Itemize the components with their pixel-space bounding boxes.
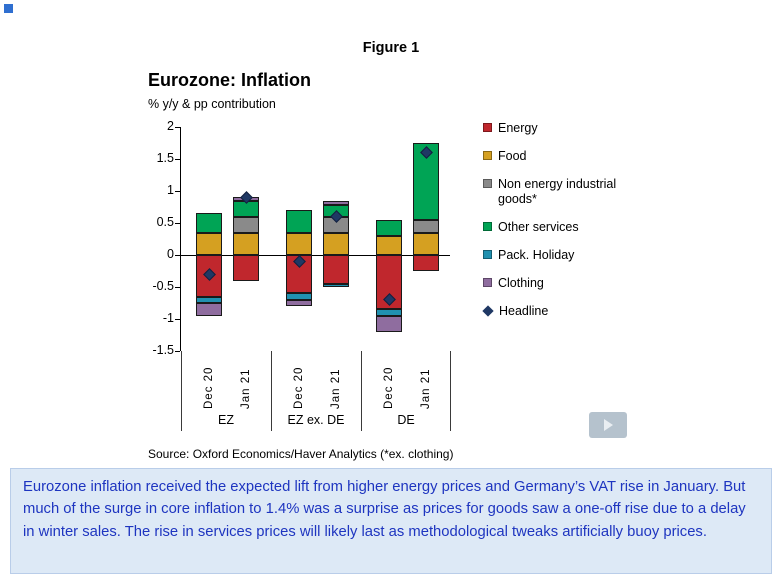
bar-segment-clothing (196, 303, 222, 316)
x-axis-category-label: Dec 20 (196, 355, 222, 409)
legend-label: Pack. Holiday (498, 248, 575, 262)
y-axis-tick-label: 1 (167, 183, 174, 197)
legend-item-pack-holiday: Pack. Holiday (483, 248, 638, 263)
caption-box: Eurozone inflation received the expected… (10, 468, 772, 574)
legend-swatch-icon (483, 151, 492, 160)
bar-segment-clothing (323, 201, 349, 206)
bar-segment-pack-holiday (196, 296, 222, 303)
legend-swatch-icon (483, 278, 492, 287)
y-axis-tick-label: 0 (167, 247, 174, 261)
x-axis-category-label: Jan 21 (323, 355, 349, 409)
x-axis-category-label: Jan 21 (233, 355, 259, 409)
y-axis-tick-label: 0.5 (156, 215, 174, 229)
arrow-right-icon (603, 419, 613, 431)
x-axis-category-label: Dec 20 (376, 355, 402, 409)
x-axis-category-label: Jan 21 (413, 355, 439, 409)
bar-segment-clothing (376, 315, 402, 332)
x-axis-group-separator (271, 351, 272, 431)
y-axis-tick-label: 2 (167, 119, 174, 133)
x-axis-group-label-ez: EZ (218, 413, 234, 427)
bar-segment-food (233, 232, 259, 255)
bar-segment-energy (323, 255, 349, 284)
bar-segment-food (323, 232, 349, 255)
y-axis-tick-label: -1 (162, 311, 174, 325)
x-axis-category-text: Jan 21 (420, 368, 432, 409)
bar-segment-food (376, 235, 402, 255)
x-axis-category-text: Jan 21 (330, 368, 342, 409)
source-line: Source: Oxford Economics/Haver Analytics… (148, 447, 454, 461)
bar-segment-pack-holiday (376, 309, 402, 316)
x-axis-category-text: Dec 20 (383, 366, 395, 409)
bar-segment-food (196, 232, 222, 255)
zero-baseline (181, 255, 450, 256)
x-axis-group-label-ez-ex-de: EZ ex. DE (287, 413, 345, 427)
y-axis-tick-mark (175, 159, 180, 160)
x-axis-group-separator (361, 351, 362, 431)
bar-segment-non-energy-industrial-goods (233, 216, 259, 233)
x-axis-group-label-de: DE (397, 413, 415, 427)
legend-item-energy: Energy (483, 121, 638, 136)
y-axis-tick-label: 1.5 (156, 151, 174, 165)
bar-segment-non-energy-industrial-goods (413, 219, 439, 233)
chart-title: Eurozone: Inflation (148, 70, 311, 90)
bar-segment-energy (233, 255, 259, 281)
y-axis-tick-label: -0.5 (152, 279, 174, 293)
legend-label: Energy (498, 121, 538, 135)
bar-segment-food (286, 232, 312, 255)
y-axis-tick-mark (175, 287, 180, 288)
bar-segment-pack-holiday (286, 293, 312, 300)
y-axis-tick-label: -1.5 (152, 343, 174, 357)
legend-item-food: Food (483, 149, 638, 164)
bar-segment-food (413, 232, 439, 255)
legend-label: Food (498, 149, 527, 163)
bar-segment-other-services (196, 213, 222, 233)
y-axis-tick-mark (175, 351, 180, 352)
legend-swatch-icon (483, 250, 492, 259)
legend: Energy Food Non energy industrial goods* Ot… (482, 121, 638, 319)
x-axis-category-text: Jan 21 (240, 368, 252, 409)
corner-marker (4, 4, 13, 13)
y-axis-tick-mark (175, 127, 180, 128)
plot-area: 2 1.5 1 0.5 0 -0.5 -1 -1.5 Dec 20 Jan 21 Dec 20 Jan… (152, 119, 451, 431)
legend-item-non-energy-industrial-goods: Non energy industrial goods* (483, 177, 638, 207)
bar-segment-pack-holiday (323, 283, 349, 287)
y-axis-tick-mark (175, 319, 180, 320)
bar-segment-other-services (286, 210, 312, 233)
x-axis-category-text: Dec 20 (293, 366, 305, 409)
legend-label: Non energy industrial goods* (498, 177, 617, 206)
x-axis-category-text: Dec 20 (203, 366, 215, 409)
legend-diamond-icon (482, 305, 494, 317)
chart-subtitle: % y/y & pp contribution (148, 97, 276, 111)
legend-swatch-icon (483, 123, 492, 132)
bar-segment-other-services (376, 219, 402, 236)
legend-label: Clothing (498, 276, 544, 290)
bar-segment-clothing (286, 299, 312, 307)
legend-swatch-icon (483, 179, 492, 188)
next-button[interactable] (589, 412, 627, 438)
legend-item-other-services: Other services (483, 220, 638, 235)
y-axis-tick-mark (175, 223, 180, 224)
legend-label: Headline (499, 304, 549, 318)
x-axis-group-separator (181, 351, 182, 431)
figure-label: Figure 1 (362, 40, 420, 56)
x-axis-group-separator (450, 351, 451, 431)
legend-item-headline: Headline (482, 304, 638, 319)
y-axis-tick-mark (175, 191, 180, 192)
x-axis-category-label: Dec 20 (286, 355, 312, 409)
legend-swatch-icon (483, 222, 492, 231)
legend-label: Other services (498, 220, 579, 234)
bar-segment-energy (413, 255, 439, 271)
y-axis-tick-mark (175, 255, 180, 256)
legend-item-clothing: Clothing (483, 276, 638, 291)
